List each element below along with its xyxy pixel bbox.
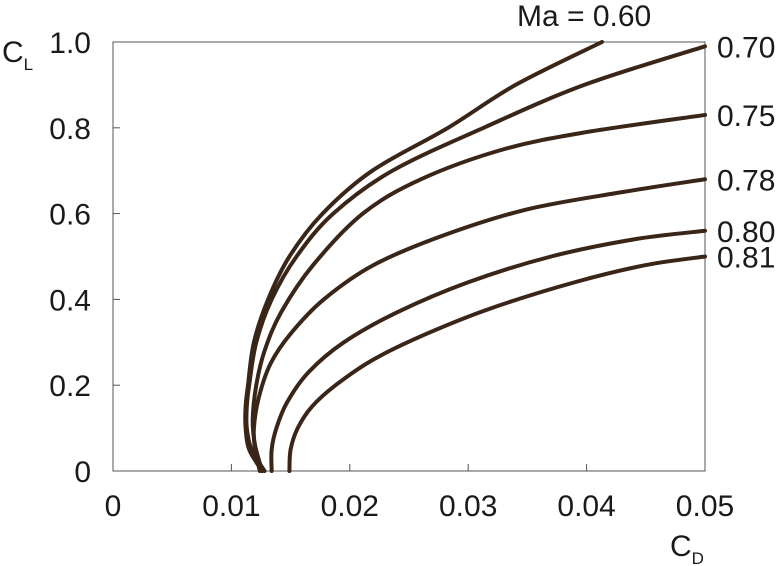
y-tick-label: 1.0 xyxy=(49,27,91,60)
x-tick-label: 0.03 xyxy=(439,490,497,523)
y-axis-ticks: 0 0.2 0.4 0.6 0.8 1.0 xyxy=(49,27,120,489)
series-label: 0.75 xyxy=(717,100,775,133)
x-axis-ticks: 0 0.01 0.02 0.03 0.04 0.05 xyxy=(105,464,734,523)
x-axis-title: CD xyxy=(670,530,704,566)
series-label: 0.70 xyxy=(717,31,775,64)
y-tick-label: 0 xyxy=(74,456,91,489)
x-tick-label: 0.05 xyxy=(676,490,734,523)
y-axis-title: CL xyxy=(2,36,33,74)
y-tick-label: 0.8 xyxy=(49,113,91,146)
series-line xyxy=(287,254,707,473)
y-tick-label: 0.2 xyxy=(49,370,91,403)
x-tick-label: 0 xyxy=(105,490,122,523)
series-line xyxy=(250,112,707,473)
y-tick-label: 0.6 xyxy=(49,199,91,232)
curves xyxy=(243,40,707,473)
y-tick-label: 0.4 xyxy=(49,284,91,317)
series-line xyxy=(269,228,707,473)
series-label: 0.81 xyxy=(717,242,775,275)
series-label: Ma = 0.60 xyxy=(517,0,651,33)
x-tick-label: 0.04 xyxy=(557,490,615,523)
x-tick-label: 0.02 xyxy=(321,490,379,523)
series-label: 0.78 xyxy=(717,164,775,197)
series-line xyxy=(251,177,707,473)
plot-frame xyxy=(112,41,706,472)
series-label: 0.80 xyxy=(717,216,775,249)
series-line xyxy=(244,44,707,473)
x-tick-label: 0.01 xyxy=(202,490,260,523)
series-labels: Ma = 0.60 0.70 0.75 0.78 0.800.81 xyxy=(517,0,775,275)
